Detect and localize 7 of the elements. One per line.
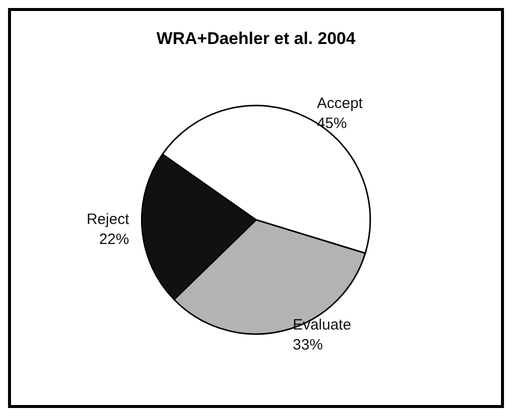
slice-label: Accept: [316, 95, 364, 112]
data-label: 45%: [316, 115, 347, 132]
slice-label: Evaluate: [292, 316, 352, 334]
data-label: 33%: [292, 336, 323, 354]
data-label: 22%: [99, 230, 130, 248]
chart-title: WRA+Daehler et al. 2004: [156, 29, 356, 48]
slice-label: Reject: [86, 210, 130, 228]
